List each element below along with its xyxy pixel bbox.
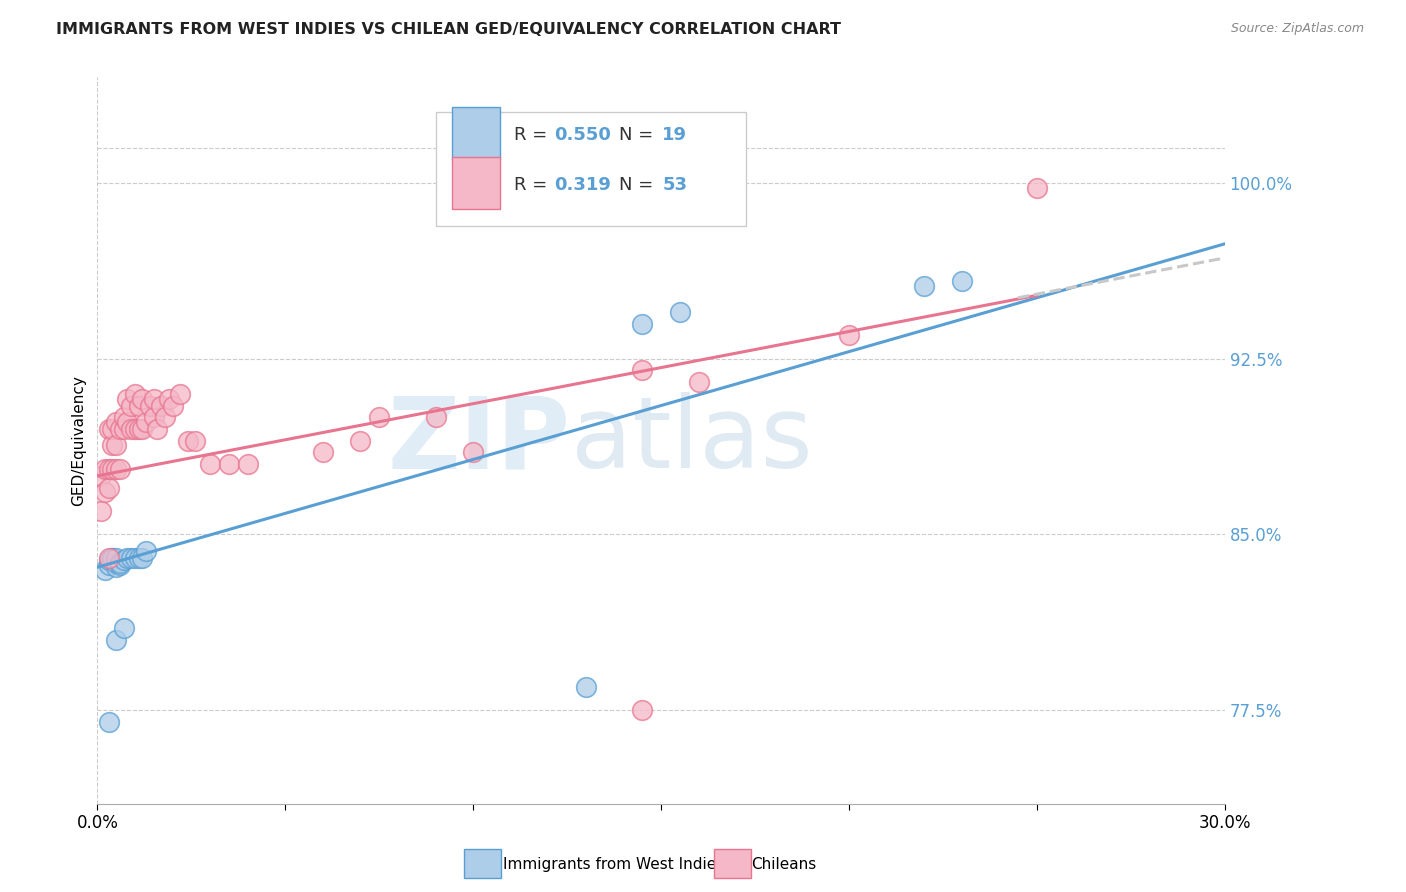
Text: N =: N = bbox=[619, 176, 659, 194]
Text: 53: 53 bbox=[662, 176, 688, 194]
Point bbox=[108, 558, 131, 572]
Text: Chileans: Chileans bbox=[751, 857, 815, 871]
Point bbox=[128, 422, 150, 436]
Point bbox=[131, 422, 153, 436]
Text: N =: N = bbox=[619, 126, 659, 145]
Point bbox=[218, 457, 240, 471]
Point bbox=[124, 550, 146, 565]
Point bbox=[157, 392, 180, 406]
Point bbox=[912, 279, 935, 293]
Point bbox=[112, 422, 135, 436]
Text: R =: R = bbox=[515, 176, 560, 194]
Point bbox=[105, 462, 128, 476]
Point bbox=[97, 714, 120, 729]
Text: Source: ZipAtlas.com: Source: ZipAtlas.com bbox=[1230, 22, 1364, 36]
Point bbox=[101, 550, 124, 565]
Point bbox=[135, 415, 157, 429]
Point bbox=[120, 399, 142, 413]
Text: 0.319: 0.319 bbox=[554, 176, 610, 194]
Point bbox=[120, 550, 142, 565]
Point bbox=[139, 399, 162, 413]
Point bbox=[105, 550, 128, 565]
Point bbox=[105, 438, 128, 452]
Point bbox=[128, 550, 150, 565]
Point bbox=[124, 387, 146, 401]
Point bbox=[131, 550, 153, 565]
Point bbox=[425, 410, 447, 425]
Point bbox=[112, 553, 135, 567]
Point bbox=[838, 328, 860, 343]
Text: IMMIGRANTS FROM WEST INDIES VS CHILEAN GED/EQUIVALENCY CORRELATION CHART: IMMIGRANTS FROM WEST INDIES VS CHILEAN G… bbox=[56, 22, 841, 37]
Point bbox=[97, 462, 120, 476]
Point bbox=[117, 550, 139, 565]
FancyBboxPatch shape bbox=[436, 112, 745, 227]
Point bbox=[135, 544, 157, 558]
Point bbox=[198, 457, 221, 471]
Point bbox=[142, 410, 165, 425]
Point bbox=[150, 399, 173, 413]
Point bbox=[120, 422, 142, 436]
Point bbox=[101, 462, 124, 476]
Point bbox=[631, 363, 654, 377]
Point bbox=[312, 445, 335, 459]
Point bbox=[142, 392, 165, 406]
Y-axis label: GED/Equivalency: GED/Equivalency bbox=[72, 376, 86, 506]
Point bbox=[184, 434, 207, 448]
Point bbox=[105, 415, 128, 429]
Point bbox=[97, 558, 120, 572]
Point bbox=[101, 438, 124, 452]
Point bbox=[101, 422, 124, 436]
Point bbox=[90, 468, 112, 483]
Point bbox=[97, 481, 120, 495]
Point bbox=[1025, 180, 1047, 194]
Point bbox=[97, 550, 120, 565]
Point bbox=[105, 632, 128, 647]
Point bbox=[153, 410, 176, 425]
Point bbox=[90, 504, 112, 518]
Point bbox=[94, 485, 117, 500]
Point bbox=[669, 305, 692, 319]
Point bbox=[169, 387, 191, 401]
Point bbox=[112, 410, 135, 425]
Point bbox=[108, 462, 131, 476]
Point bbox=[94, 462, 117, 476]
Point bbox=[105, 560, 128, 574]
Text: atlas: atlas bbox=[571, 392, 813, 489]
Text: R =: R = bbox=[515, 126, 554, 145]
Point bbox=[950, 274, 973, 288]
Point bbox=[162, 399, 184, 413]
Text: Immigrants from West Indies: Immigrants from West Indies bbox=[503, 857, 724, 871]
Text: 0.550: 0.550 bbox=[554, 126, 610, 145]
Point bbox=[236, 457, 259, 471]
Point bbox=[117, 415, 139, 429]
Point bbox=[688, 375, 710, 389]
Point bbox=[463, 445, 485, 459]
Point bbox=[108, 422, 131, 436]
Point bbox=[112, 621, 135, 635]
FancyBboxPatch shape bbox=[453, 108, 499, 160]
Point bbox=[97, 553, 120, 567]
Point bbox=[128, 399, 150, 413]
Point bbox=[105, 556, 128, 570]
Point bbox=[146, 422, 169, 436]
Point bbox=[117, 392, 139, 406]
Point bbox=[124, 422, 146, 436]
Point bbox=[131, 392, 153, 406]
Point bbox=[631, 317, 654, 331]
Point bbox=[631, 703, 654, 717]
Text: 19: 19 bbox=[662, 126, 688, 145]
Point bbox=[94, 563, 117, 577]
Point bbox=[108, 556, 131, 570]
FancyBboxPatch shape bbox=[453, 157, 499, 210]
Point bbox=[349, 434, 371, 448]
Point bbox=[97, 422, 120, 436]
Text: ZIP: ZIP bbox=[388, 392, 571, 489]
Point bbox=[101, 550, 124, 565]
Point bbox=[176, 434, 198, 448]
Point bbox=[368, 410, 391, 425]
Point bbox=[575, 680, 598, 694]
